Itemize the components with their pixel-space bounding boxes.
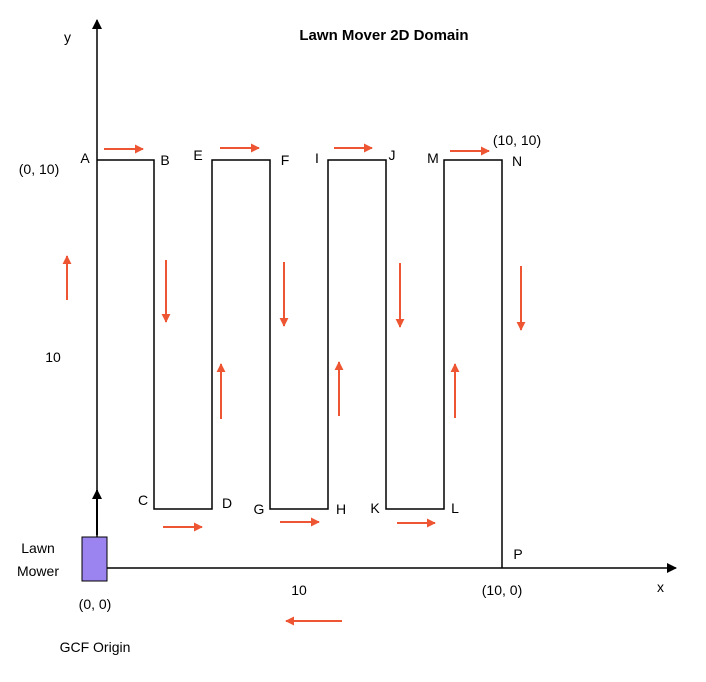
point-label-a: A <box>80 150 90 166</box>
height-dimension: 10 <box>45 349 61 365</box>
coord-origin: (0, 0) <box>79 596 112 612</box>
point-label-l: L <box>451 500 459 516</box>
origin-caption: GCF Origin <box>60 639 131 655</box>
point-label-e: E <box>193 147 202 163</box>
mower-label-line2: Mower <box>17 563 59 579</box>
coord-top-right: (10, 10) <box>493 132 541 148</box>
point-label-i: I <box>315 150 319 166</box>
point-label-k: K <box>370 500 380 516</box>
point-label-d: D <box>222 495 232 511</box>
direction-arrows <box>62 143 526 626</box>
mower-label-line1: Lawn <box>21 540 54 556</box>
point-label-n: N <box>512 153 522 169</box>
point-label-b: B <box>160 152 169 168</box>
width-dimension: 10 <box>291 582 307 598</box>
diagram-title: Lawn Mover 2D Domain <box>299 27 468 44</box>
coord-bottom-right: (10, 0) <box>482 582 522 598</box>
x-axis-label: x <box>657 579 664 595</box>
point-label-h: H <box>336 501 346 517</box>
point-label-f: F <box>281 152 290 168</box>
y-axis-label: y <box>64 29 71 45</box>
point-label-c: C <box>138 492 148 508</box>
point-label-m: M <box>427 150 439 166</box>
point-label-g: G <box>254 501 265 517</box>
coord-top-left: (0, 10) <box>19 161 59 177</box>
lawn-mower <box>81 536 108 582</box>
mowing-path <box>97 159 503 568</box>
point-label-p: P <box>513 546 522 562</box>
point-label-j: J <box>389 147 396 163</box>
